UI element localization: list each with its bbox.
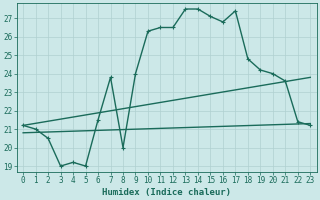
X-axis label: Humidex (Indice chaleur): Humidex (Indice chaleur) xyxy=(102,188,231,197)
